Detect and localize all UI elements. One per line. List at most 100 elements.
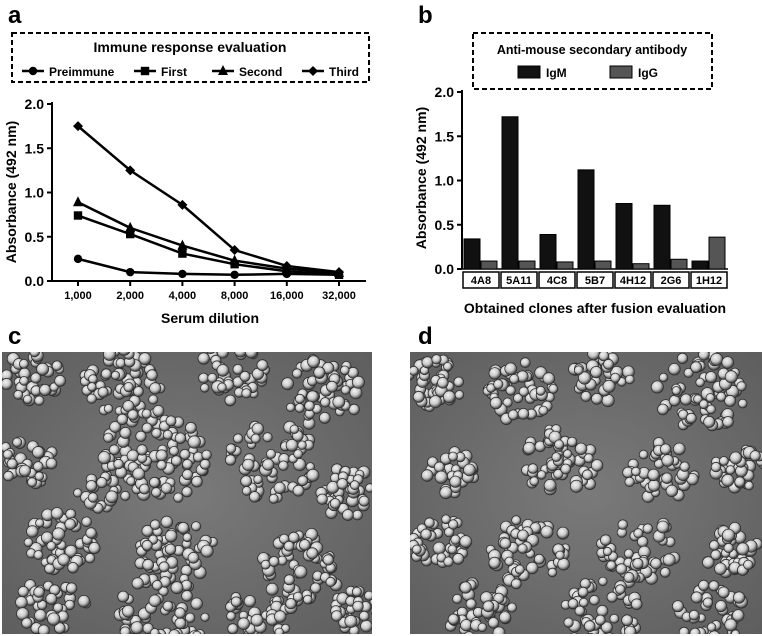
cell	[192, 630, 202, 634]
cell	[341, 509, 354, 521]
cell	[294, 565, 308, 579]
cell	[237, 617, 251, 631]
cell	[609, 613, 620, 624]
cell	[679, 393, 692, 406]
cell	[35, 518, 45, 528]
cell	[33, 586, 45, 598]
cell	[574, 605, 586, 617]
cell	[165, 415, 177, 427]
cell	[217, 382, 227, 393]
cell	[606, 560, 617, 571]
y-tick-label: 1.0	[435, 173, 455, 189]
legend-box	[472, 32, 713, 90]
cell	[274, 610, 287, 623]
cell	[250, 613, 264, 627]
cell	[695, 377, 705, 388]
legend-box	[11, 32, 370, 83]
data-point-preimmune	[73, 254, 83, 264]
cell	[32, 446, 45, 459]
cell	[596, 604, 609, 617]
cell	[34, 395, 45, 406]
cell	[162, 600, 174, 612]
cell	[447, 544, 458, 555]
cell	[556, 526, 570, 540]
cell	[325, 576, 336, 588]
cell	[736, 542, 750, 556]
cell	[364, 590, 372, 601]
immune-response-chart: Immune response evaluation Preimmune Firs…	[3, 32, 370, 326]
category-box	[690, 271, 728, 289]
y-tick-label: 1.5	[435, 128, 455, 144]
data-point-third	[281, 260, 292, 271]
bar-igg	[480, 260, 498, 270]
cell	[517, 543, 528, 554]
cell	[336, 478, 349, 490]
cell	[737, 398, 748, 409]
cell	[431, 354, 442, 365]
cell	[630, 598, 643, 611]
cell	[260, 559, 271, 570]
bar-igm	[501, 116, 519, 270]
cell	[590, 392, 603, 405]
cell	[27, 477, 38, 488]
cell	[493, 379, 504, 390]
cell	[452, 552, 465, 565]
cell	[623, 548, 634, 559]
cell	[420, 528, 432, 541]
cell	[489, 396, 503, 410]
cell	[602, 546, 613, 557]
cell	[615, 563, 628, 575]
cell	[225, 443, 237, 454]
cell	[671, 600, 684, 613]
cell	[349, 480, 360, 491]
panel-letter-d: d	[418, 323, 433, 350]
cell	[151, 487, 162, 498]
cell	[2, 449, 13, 460]
cell	[40, 531, 54, 544]
cell	[88, 374, 98, 384]
data-point-third	[229, 245, 240, 256]
data-point-preimmune	[230, 270, 239, 280]
cell	[306, 547, 319, 560]
cell	[18, 358, 29, 369]
cell	[96, 477, 108, 489]
cell	[182, 532, 193, 543]
cell	[253, 474, 263, 485]
x-tick-label: 2,000	[116, 290, 144, 302]
cell	[283, 540, 295, 552]
cell	[151, 427, 162, 439]
cell	[658, 372, 669, 383]
cell	[164, 529, 178, 543]
y-tick-label: 0.5	[435, 217, 455, 233]
cell	[702, 597, 714, 608]
cell	[181, 469, 193, 481]
cell	[116, 413, 129, 426]
y-tick-label: 0.0	[435, 261, 455, 277]
cell	[668, 394, 681, 407]
cell	[294, 403, 305, 413]
cell	[573, 365, 584, 376]
x-axis-title: Serum dilution	[161, 310, 259, 326]
cell	[563, 617, 574, 628]
cell	[54, 374, 66, 387]
cell	[149, 382, 162, 395]
cell	[507, 602, 518, 613]
cell	[88, 542, 101, 555]
cell	[749, 450, 761, 462]
x-tick-label: 16,000	[270, 290, 304, 302]
cell	[450, 534, 461, 545]
legend-marker	[28, 66, 38, 76]
cell	[187, 552, 200, 564]
cell	[632, 558, 644, 570]
cell	[683, 367, 694, 378]
cell	[302, 594, 313, 605]
cell	[650, 380, 664, 394]
cell	[505, 385, 516, 396]
cell	[504, 362, 517, 376]
cell	[57, 553, 70, 567]
cell	[351, 375, 365, 389]
y-tick-label: 0.0	[25, 273, 45, 289]
cell	[118, 352, 131, 356]
cell	[130, 621, 144, 634]
cell	[459, 535, 473, 549]
